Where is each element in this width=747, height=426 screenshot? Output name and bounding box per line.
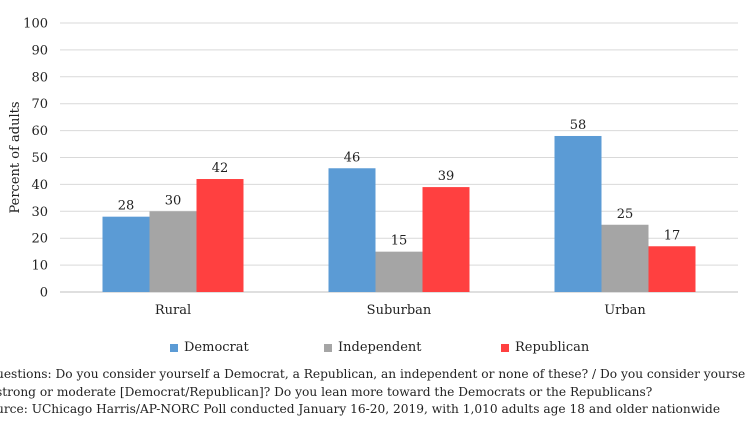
notes-questions-line-1: uestions: Do you consider yourself a Dem… xyxy=(0,367,746,381)
y-axis-title: Percent of adults xyxy=(8,101,23,213)
data-label-democrat-rural: 28 xyxy=(118,199,135,214)
legend-item-republican: Republican xyxy=(501,340,589,355)
bar-republican-rural xyxy=(196,179,244,292)
y-tick-label: 20 xyxy=(31,232,48,247)
y-tick-label: 80 xyxy=(31,70,48,85)
legend-label-republican: Republican xyxy=(515,340,590,355)
bar-independent-urban xyxy=(601,224,649,292)
data-label-republican-rural: 42 xyxy=(212,161,229,176)
bar-democrat-rural xyxy=(102,216,150,292)
y-tick-label: 10 xyxy=(31,259,48,274)
x-category-label-suburban: Suburban xyxy=(367,303,432,318)
legend-swatch-democrat xyxy=(170,343,178,352)
chart-legend: Democrat Independent Republican xyxy=(0,340,747,360)
notes-questions-line-2: strong or moderate [Democrat/Republican]… xyxy=(0,384,653,399)
y-tick-label: 100 xyxy=(23,17,48,32)
data-label-republican-suburban: 39 xyxy=(438,169,455,184)
data-label-independent-rural: 30 xyxy=(165,193,182,208)
legend-label-democrat: Democrat xyxy=(184,340,249,355)
x-category-label-rural: Rural xyxy=(155,303,191,318)
y-tick-label: 0 xyxy=(40,286,48,301)
y-tick-label: 90 xyxy=(31,43,48,58)
x-category-label-urban: Urban xyxy=(604,303,646,318)
notes-source-line: urce: UChicago Harris/AP-NORC Poll condu… xyxy=(0,402,721,416)
bar-independent-suburban xyxy=(375,251,423,292)
legend-item-democrat: Democrat xyxy=(170,340,249,355)
bar-republican-urban xyxy=(648,246,696,292)
data-label-democrat-urban: 58 xyxy=(570,118,587,133)
y-tick-label: 60 xyxy=(31,124,48,139)
legend-label-independent: Independent xyxy=(338,340,422,355)
legend-swatch-independent xyxy=(324,343,332,352)
data-label-independent-urban: 25 xyxy=(617,207,634,222)
y-tick-label: 50 xyxy=(31,151,48,166)
legend-swatch-republican xyxy=(501,343,509,352)
bar-democrat-urban xyxy=(554,135,602,292)
bar-democrat-suburban xyxy=(328,168,376,292)
legend-item-independent: Independent xyxy=(324,340,422,355)
bar-chart: 0 10 20 30 40 50 60 70 80 90 100 Percent of adults 2… xyxy=(8,17,738,318)
y-tick-label: 70 xyxy=(31,97,48,112)
chart-notes: uestions: Do you consider yourself a Dem… xyxy=(0,366,747,419)
data-label-republican-urban: 17 xyxy=(664,228,681,243)
data-label-democrat-suburban: 46 xyxy=(344,150,361,165)
y-tick-label: 40 xyxy=(31,178,48,193)
data-label-independent-suburban: 15 xyxy=(391,234,408,249)
y-tick-label: 30 xyxy=(31,205,48,220)
bar-independent-rural xyxy=(149,211,197,292)
bar-republican-suburban xyxy=(422,187,470,292)
